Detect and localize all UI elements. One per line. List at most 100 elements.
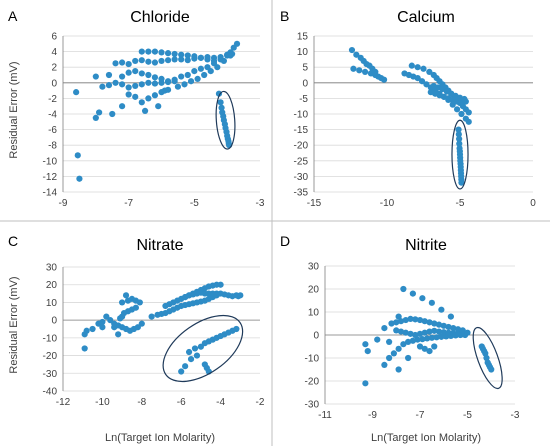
data-point — [428, 299, 435, 306]
data-point — [350, 65, 357, 72]
outlier-ellipse — [162, 314, 244, 383]
data-point — [184, 71, 191, 79]
y-tick-label: -4 — [48, 110, 57, 121]
data-point — [178, 368, 185, 375]
y-tick-label: -20 — [294, 141, 309, 152]
data-point — [83, 327, 90, 334]
data-point — [122, 292, 130, 299]
y-tick-label: 6 — [51, 32, 57, 43]
data-point — [420, 65, 427, 72]
data-point — [445, 329, 452, 336]
data-point — [138, 320, 145, 327]
data-point — [194, 75, 201, 82]
panel-calcium: B Calcium -35 -30 -25 -20 -15 -10 -5 0 5 10 15 -15 -… — [280, 8, 536, 209]
y-tick-label: 20 — [308, 285, 320, 296]
data-point — [151, 48, 159, 55]
data-point — [182, 363, 189, 370]
data-point — [407, 315, 414, 322]
y-tick-label: 0 — [51, 78, 57, 89]
data-point — [405, 354, 412, 362]
y-tick-label: -2 — [48, 94, 57, 105]
data-point — [217, 99, 224, 106]
data-point — [362, 68, 369, 75]
data-point — [395, 313, 402, 320]
data-point — [409, 290, 416, 297]
data-point — [424, 335, 431, 342]
data-point — [419, 336, 426, 343]
data-point — [145, 95, 152, 102]
data-point — [224, 52, 231, 59]
data-point — [458, 179, 465, 186]
data-point — [151, 80, 159, 87]
data-point — [402, 316, 409, 324]
data-point — [455, 126, 462, 133]
data-point — [419, 295, 426, 302]
data-point — [201, 71, 208, 79]
data-point — [138, 99, 145, 106]
data-point — [435, 321, 443, 328]
data-point — [390, 350, 397, 357]
data-point — [107, 317, 114, 324]
data-point — [381, 361, 388, 368]
y-tick-label: -35 — [294, 188, 309, 199]
data-point — [233, 325, 240, 333]
data-point — [423, 81, 430, 88]
data-point — [125, 60, 132, 68]
y-tick-label: -10 — [305, 354, 320, 365]
data-point — [458, 110, 465, 118]
outlier-ellipse — [451, 119, 469, 190]
data-point — [400, 285, 407, 293]
data-point — [450, 330, 457, 337]
data-point — [210, 57, 218, 65]
data-point — [407, 330, 414, 337]
data-point — [447, 313, 454, 320]
data-point — [408, 62, 415, 69]
chart-title: Chloride — [130, 9, 190, 26]
x-tick-label: -8 — [137, 397, 146, 408]
data-point — [184, 57, 191, 64]
x-tick-label: -15 — [307, 198, 322, 209]
data-point — [435, 328, 443, 335]
y-tick-label: -20 — [305, 377, 320, 388]
data-point — [197, 343, 204, 350]
data-point — [119, 73, 126, 80]
y-tick-label: 20 — [46, 280, 58, 291]
data-point — [454, 330, 462, 337]
data-point — [125, 69, 132, 76]
data-point — [74, 152, 81, 159]
data-point — [431, 343, 438, 350]
y-tick-label: -30 — [305, 400, 320, 411]
data-point — [450, 325, 457, 332]
data-point — [184, 52, 191, 59]
data-point — [374, 336, 381, 343]
data-point — [76, 175, 83, 182]
y-tick-label: 10 — [46, 298, 58, 309]
y-tick-label: 0 — [313, 331, 319, 342]
y-axis-title: Residual Error (mV) — [8, 61, 20, 158]
data-point — [217, 281, 224, 288]
x-tick-label: -5 — [456, 198, 465, 209]
x-tick-label: -5 — [463, 410, 472, 421]
y-tick-label: 10 — [308, 308, 320, 319]
data-point — [465, 109, 472, 116]
data-point — [461, 95, 468, 103]
data-point — [421, 318, 428, 325]
data-point — [171, 56, 178, 63]
data-point — [402, 329, 409, 336]
data-point — [89, 325, 96, 333]
data-point — [132, 93, 139, 100]
y-tick-label: -40 — [43, 387, 58, 398]
x-tick-label: -9 — [368, 410, 377, 421]
data-point — [456, 140, 463, 147]
data-point — [112, 79, 119, 86]
data-point — [125, 91, 132, 98]
data-point — [395, 345, 402, 352]
data-point — [362, 380, 369, 387]
data-point — [136, 299, 143, 306]
data-point — [99, 83, 106, 90]
data-point — [158, 79, 165, 86]
data-point — [99, 318, 106, 326]
data-point — [412, 316, 419, 323]
data-point — [145, 58, 152, 65]
